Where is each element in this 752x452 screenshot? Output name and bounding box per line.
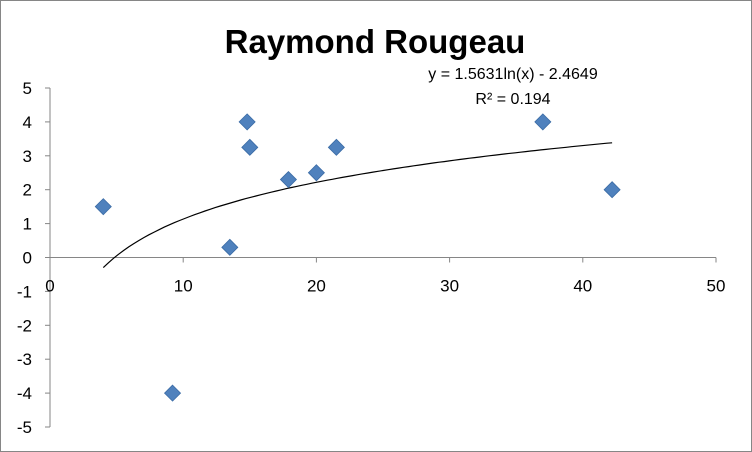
trendline-equation: y = 1.5631ln(x) - 2.4649 xyxy=(428,66,598,83)
y-tick-label: -5 xyxy=(17,418,32,437)
chart-title: Raymond Rougeau xyxy=(225,23,526,60)
y-tick-label: 5 xyxy=(23,79,32,98)
data-point xyxy=(221,238,239,256)
data-point xyxy=(163,384,182,402)
data-point xyxy=(94,198,112,216)
data-point xyxy=(534,113,552,131)
data-point xyxy=(603,181,621,199)
x-tick-label: 40 xyxy=(573,277,592,296)
trendline xyxy=(102,142,613,269)
data-point xyxy=(241,138,259,156)
y-tick-label: 0 xyxy=(23,249,32,268)
data-point xyxy=(279,170,297,189)
y-tick-label: -1 xyxy=(17,282,32,301)
y-tick-label: -4 xyxy=(17,384,32,403)
data-point xyxy=(307,164,325,182)
y-tick-label: -2 xyxy=(17,316,32,335)
y-tick-label: 2 xyxy=(23,181,32,200)
y-tick-label: 4 xyxy=(23,113,32,132)
x-tick-label: 10 xyxy=(174,277,193,296)
y-tick-label: 3 xyxy=(23,147,32,166)
x-tick-label: 50 xyxy=(707,277,726,296)
trendline-r-squared: R² = 0.194 xyxy=(475,91,550,108)
y-tick-label: -3 xyxy=(17,350,32,369)
y-tick-label: 1 xyxy=(23,215,32,234)
x-tick-label: 0 xyxy=(45,277,54,296)
x-tick-label: 30 xyxy=(440,277,459,296)
data-point xyxy=(238,113,256,131)
x-tick-label: 20 xyxy=(307,277,326,296)
data-point xyxy=(327,138,345,156)
